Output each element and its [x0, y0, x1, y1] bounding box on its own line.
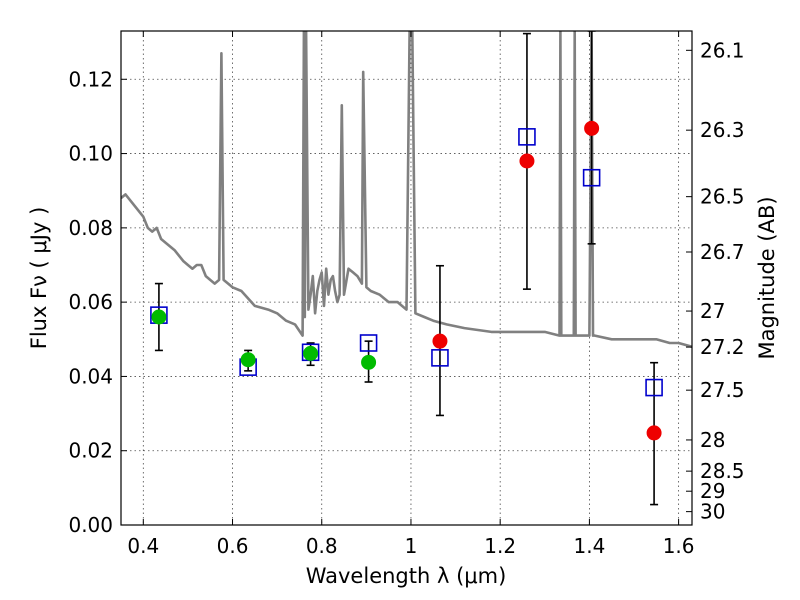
- y-axis-label-right: Magnitude (AB): [755, 196, 779, 359]
- right-tick-label: 30: [700, 500, 725, 524]
- spectrum-line: [121, 31, 692, 348]
- right-tick-label: 28.5: [700, 459, 745, 483]
- right-tick-label: 28: [700, 428, 725, 452]
- data-point: [519, 153, 535, 169]
- x-tick-label: 0.8: [306, 534, 338, 558]
- x-tick-label: 1.4: [573, 534, 605, 558]
- x-tick-label: 0.6: [217, 534, 249, 558]
- data-point: [584, 120, 600, 136]
- model-point: [582, 168, 601, 187]
- x-tick-label: 1: [405, 534, 418, 558]
- grid-lines: [121, 31, 692, 525]
- ticks: 0.4 0.6 0.8 1 1.2 1.4 1.6 0.00 0.02 0.04 0.06 0.08 0…: [68, 31, 745, 558]
- data-layer: [121, 31, 692, 506]
- model-point: [359, 334, 378, 352]
- y-tick-label: 0.08: [68, 216, 113, 240]
- model-point: [645, 378, 663, 397]
- x-tick-label: 0.4: [127, 534, 159, 558]
- y-tick-label: 0.10: [68, 142, 113, 166]
- right-tick-label: 26.1: [700, 38, 745, 62]
- right-tick-label: 27.5: [700, 378, 745, 402]
- y-tick-label: 0.12: [68, 67, 113, 91]
- data-point: [361, 354, 377, 370]
- x-axis-label: Wavelength λ (μm): [306, 564, 507, 588]
- x-tick-label: 1.2: [484, 534, 516, 558]
- y-axis-label: Flux Fν ( μJy ): [27, 207, 51, 350]
- right-tick-label: 27.2: [700, 335, 745, 359]
- data-point: [432, 333, 448, 349]
- data-point: [646, 425, 662, 441]
- right-tick-label: 26.5: [700, 185, 745, 209]
- plot-frame: [120, 30, 693, 526]
- right-tick-label: 26.7: [700, 240, 745, 264]
- y-tick-label: 0.00: [68, 513, 113, 537]
- data-point: [151, 309, 167, 325]
- x-tick-label: 1.6: [663, 534, 695, 558]
- right-tick-label: 27: [700, 299, 725, 323]
- right-tick-label: 29: [700, 479, 725, 503]
- model-point: [518, 128, 536, 146]
- y-tick-label: 0.04: [68, 364, 113, 388]
- y-tick-label: 0.02: [68, 439, 113, 463]
- y-tick-label: 0.06: [68, 290, 113, 314]
- model-point: [431, 349, 449, 367]
- right-tick-label: 26.3: [700, 118, 745, 142]
- data-point: [240, 352, 256, 368]
- data-point: [303, 345, 319, 361]
